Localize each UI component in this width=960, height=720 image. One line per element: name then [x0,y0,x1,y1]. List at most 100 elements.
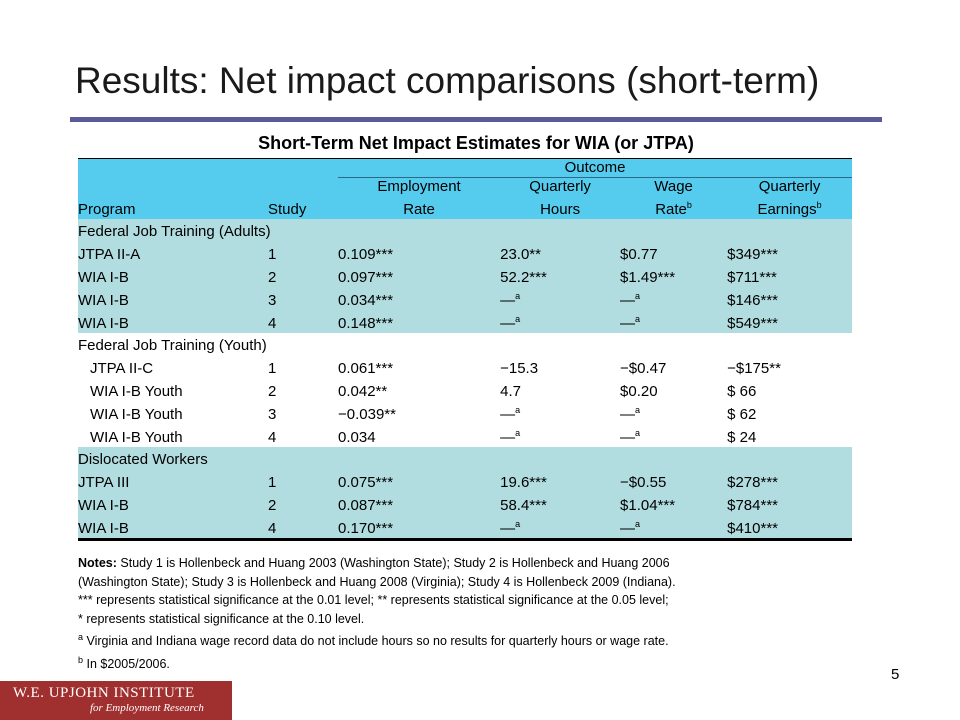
program-cell-text: WIA I-B [78,269,129,286]
quarterly-earnings-cell-text: $ 24 [727,429,757,446]
wage-rate-cell: —a [620,287,728,310]
wage-rate-cell-text: $1.04*** [620,497,676,514]
quarterly-hours-cell: —a [500,310,621,333]
footnote-marker: a [635,428,641,438]
program-cell: WIA I-B Youth [78,424,268,447]
quarterly-earnings-cell-text: $ 66 [727,383,757,400]
quarterly-earnings-cell: $784*** [727,492,852,515]
group-label-adults: Federal Job Training (Adults) [78,219,852,241]
impact-table: Outcome Employment Quarterly Wage Quarte… [78,158,852,541]
table-row: WIA I-B Youth 4 0.034 —a —a $ 24 [78,424,852,447]
wage-rate-cell: —a [620,515,728,541]
table-row: JTPA III 1 0.075*** 19.6*** −$0.55 $278*** [78,469,852,492]
table-title: Short-Term Net Impact Estimates for WIA … [258,133,694,153]
quarterly-earnings-cell-text: $278*** [727,474,778,491]
wage-rate-cell-text: — [620,520,636,537]
outcome-header: Outcome [338,158,852,178]
footnote-marker: a [635,519,641,529]
wage-rate-cell-text: −$0.47 [620,360,667,377]
group-label-youth: Federal Job Training (Youth) [78,333,852,355]
study-cell-text: 4 [268,315,277,332]
study-cell: 1 [268,241,338,264]
wage-rate-cell-text: — [620,292,636,309]
footnote-marker: a [515,519,521,529]
quarterly-hours-cell: —a [500,424,621,447]
employment-rate-cell: 0.087*** [338,492,501,515]
notes-text-1: Study 1 is Hollenbeck and Huang 2003 (Wa… [116,556,670,570]
wage-rate-cell-text: — [620,406,636,423]
quarterly-hours-cell-text: −15.3 [500,360,539,377]
program-cell-text: WIA I-B Youth [90,406,183,423]
logo-sub-text: for Employment Research [90,702,204,714]
quarterly-hours-cell-text: 23.0** [500,246,541,263]
study-cell-text: 1 [268,360,277,377]
study-cell: 3 [268,287,338,310]
quarterly-earnings-cell-text: $ 62 [727,406,757,423]
program-cell: WIA I-B Youth [78,378,268,401]
program-cell: WIA I-B [78,264,268,287]
wage-rate-cell-text: — [620,315,636,332]
program-cell: WIA I-B [78,287,268,310]
quarterly-earnings-cell: $410*** [727,515,852,541]
program-cell: WIA I-B [78,310,268,333]
employment-rate-cell: 0.148*** [338,310,501,333]
employment-rate-cell-text: 0.109*** [338,246,394,263]
quarterly-earnings-cell: $ 66 [727,378,852,401]
study-cell-text: 3 [268,406,277,423]
quarterly-earnings-cell: $549*** [727,310,852,333]
quarterly-earnings-cell: $ 62 [727,401,852,424]
table-row: WIA I-B Youth 3 −0.039** —a —a $ 62 [78,401,852,424]
quarterly-hours-cell-text: — [500,292,516,309]
program-cell-text: WIA I-B [78,292,129,309]
study-cell-text: 2 [268,269,277,286]
employment-rate-cell-text: 0.034*** [338,292,394,309]
notes-line-5: a Virginia and Indiana wage record data … [78,628,868,651]
header-row-1: Employment Quarterly Wage Quarterly [78,177,852,196]
quarterly-hours-cell-text: — [500,429,516,446]
study-cell: 1 [268,469,338,492]
quarterly-earnings-cell: $278*** [727,469,852,492]
employment-rate-cell-text: −0.039** [338,406,396,423]
table-row: WIA I-B Youth 2 0.042** 4.7 $0.20 $ 66 [78,378,852,401]
quarterly-earnings-cell-text: $349*** [727,246,778,263]
study-cell: 4 [268,424,338,447]
employment-rate-cell-text: 0.087*** [338,497,394,514]
quarterly-hours-cell-text: — [500,520,516,537]
wage-rate-cell: —a [620,310,728,333]
quarterly-hours-cell: 19.6*** [500,469,621,492]
study-cell: 3 [268,401,338,424]
employment-rate-cell-text: 0.075*** [338,474,394,491]
table-row: WIA I-B 2 0.097*** 52.2*** $1.49*** $711*** [78,264,852,287]
footnote-a-text: Virginia and Indiana wage record data do… [83,634,669,649]
header-row-outcome: Outcome [78,158,852,178]
upjohn-logo: W.E. UPJOHN INSTITUTE for Employment Res… [0,681,232,720]
wage-rate-cell: $1.49*** [620,264,728,287]
slide-title: Results: Net impact comparisons (short-t… [75,60,820,101]
study-header: Study [268,196,338,219]
program-header: Program [78,196,268,219]
table-row: WIA I-B 2 0.087*** 58.4*** $1.04*** $784*** [78,492,852,515]
earn-header-1: Quarterly [727,177,852,196]
employment-rate-cell: 0.061*** [338,355,501,378]
qh-header-2: Hours [500,196,621,219]
program-cell-text: JTPA II-C [90,360,154,377]
earn-footnote-marker: b [816,200,822,210]
study-cell: 4 [268,515,338,541]
quarterly-earnings-cell: $146*** [727,287,852,310]
footnote-marker: a [635,405,641,415]
quarterly-hours-cell-text: 19.6*** [500,474,547,491]
study-cell: 2 [268,264,338,287]
wage-rate-cell-text: −$0.55 [620,474,667,491]
study-cell: 2 [268,492,338,515]
earn-header-text: Earnings [757,201,817,218]
quarterly-hours-cell-text: — [500,406,516,423]
employment-rate-cell: 0.097*** [338,264,501,287]
employment-rate-cell-text: 0.148*** [338,315,394,332]
wage-rate-cell-text: $0.20 [620,383,658,400]
group-label-dislocated: Dislocated Workers [78,447,852,469]
group-adults: Federal Job Training (Adults) JTPA II-A 1… [78,219,852,333]
table-row: WIA I-B 4 0.148*** —a —a $549*** [78,310,852,333]
program-cell-text: JTPA III [78,474,130,491]
employment-rate-cell: 0.034 [338,424,501,447]
wage-rate-cell: −$0.47 [620,355,728,378]
